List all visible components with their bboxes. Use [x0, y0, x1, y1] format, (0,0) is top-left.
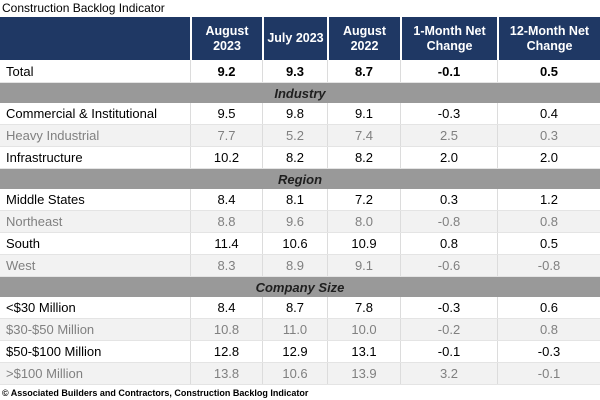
value-cell: 9.1	[327, 103, 400, 124]
value-cell: 2.0	[400, 147, 497, 168]
row-label: >$100 Million	[6, 366, 83, 381]
row-label: Commercial & Institutional	[6, 106, 157, 121]
value-cell: 7.2	[327, 189, 400, 210]
value-cell: 8.7	[262, 297, 327, 318]
value-cell: 8.4	[190, 297, 262, 318]
value-cell: 9.2	[190, 60, 262, 82]
value-cell: -0.6	[400, 255, 497, 276]
value-cell: 1.2	[497, 189, 600, 210]
value-cell: 8.8	[190, 211, 262, 232]
row-label: Infrastructure	[6, 150, 83, 165]
table-row-infrastructure: Infrastructure 10.2 8.2 8.2 2.0 2.0	[0, 147, 600, 169]
value-cell: 0.3	[400, 189, 497, 210]
value-cell: 7.4	[327, 125, 400, 146]
table-row-100-million: >$100 Million 13.8 10.6 13.9 3.2 -0.1	[0, 363, 600, 385]
table-row-30-million: <$30 Million 8.4 8.7 7.8 -0.3 0.6	[0, 297, 600, 319]
value-cell: 10.0	[327, 319, 400, 340]
value-cell: 8.2	[262, 147, 327, 168]
value-cell: 9.6	[262, 211, 327, 232]
value-cell: 3.2	[400, 363, 497, 384]
value-cell: 9.5	[190, 103, 262, 124]
row-label: $30-$50 Million	[6, 322, 95, 337]
value-cell: 13.9	[327, 363, 400, 384]
table-row-commercial-institutional: Commercial & Institutional 9.5 9.8 9.1 -0.3 0…	[0, 103, 600, 125]
header-cell-august-2022: August 2022	[327, 17, 400, 60]
value-cell: 0.5	[497, 233, 600, 254]
page-title: Construction Backlog Indicator	[2, 1, 165, 15]
table-header-row: August 2023 July 2023 August 2022 1-Month N…	[0, 17, 600, 60]
value-cell: 12.8	[190, 341, 262, 362]
value-cell: 8.7	[327, 60, 400, 82]
row-label: Northeast	[6, 214, 63, 229]
value-cell: 10.6	[262, 363, 327, 384]
table-row-west: West 8.3 8.9 9.1 -0.6 -0.8	[0, 255, 600, 277]
section-row-region: Region	[0, 169, 600, 189]
header-cell-empty	[0, 17, 190, 60]
copyright-note: © Associated Builders and Contractors, C…	[2, 388, 309, 398]
value-cell: 13.1	[327, 341, 400, 362]
table-row-total: Total 9.2 9.3 8.7 -0.1 0.5	[0, 60, 600, 83]
row-label: Heavy Industrial	[6, 128, 100, 143]
row-label: Total	[6, 63, 34, 79]
value-cell: 0.3	[497, 125, 600, 146]
value-cell: 10.6	[262, 233, 327, 254]
value-cell: 2.5	[400, 125, 497, 146]
value-cell: 8.2	[327, 147, 400, 168]
value-cell: -0.3	[400, 297, 497, 318]
value-cell: 5.2	[262, 125, 327, 146]
row-label: South	[6, 236, 40, 251]
value-cell: 8.0	[327, 211, 400, 232]
value-cell: -0.8	[497, 255, 600, 276]
header-cell-12-month-net-change: 12-Month Net Change	[497, 17, 600, 60]
header-cell-1-month-net-change: 1-Month Net Change	[400, 17, 497, 60]
table-row-heavy-industrial: Heavy Industrial 7.7 5.2 7.4 2.5 0.3	[0, 125, 600, 147]
value-cell: -0.3	[400, 103, 497, 124]
table-body: Total 9.2 9.3 8.7 -0.1 0.5 Industry Commercial …	[0, 60, 600, 385]
value-cell: 13.8	[190, 363, 262, 384]
value-cell: 9.1	[327, 255, 400, 276]
value-cell: 0.8	[400, 233, 497, 254]
value-cell: 0.6	[497, 297, 600, 318]
value-cell: 8.3	[190, 255, 262, 276]
value-cell: 9.3	[262, 60, 327, 82]
row-label: Middle States	[6, 192, 85, 207]
row-label: West	[6, 258, 36, 273]
value-cell: -0.2	[400, 319, 497, 340]
value-cell: -0.1	[497, 363, 600, 384]
value-cell: 11.0	[262, 319, 327, 340]
value-cell: -0.8	[400, 211, 497, 232]
value-cell: 12.9	[262, 341, 327, 362]
header-cell-august-2023: August 2023	[190, 17, 262, 60]
value-cell: 0.8	[497, 319, 600, 340]
value-cell: 2.0	[497, 147, 600, 168]
section-row-company-size: Company Size	[0, 277, 600, 297]
value-cell: 0.5	[497, 60, 600, 82]
row-label: $50-$100 Million	[6, 344, 102, 359]
table-row-50-100-million: $50-$100 Million 12.8 12.9 13.1 -0.1 -0.3	[0, 341, 600, 363]
value-cell: 10.8	[190, 319, 262, 340]
header-cell-july-2023: July 2023	[262, 17, 327, 60]
table-row-30-50-million: $30-$50 Million 10.8 11.0 10.0 -0.2 0.8	[0, 319, 600, 341]
row-label: <$30 Million	[6, 300, 76, 315]
table-row-northeast: Northeast 8.8 9.6 8.0 -0.8 0.8	[0, 211, 600, 233]
value-cell: 11.4	[190, 233, 262, 254]
section-row-industry: Industry	[0, 83, 600, 103]
table-row-south: South 11.4 10.6 10.9 0.8 0.5	[0, 233, 600, 255]
value-cell: 8.4	[190, 189, 262, 210]
value-cell: 0.8	[497, 211, 600, 232]
value-cell: 7.7	[190, 125, 262, 146]
value-cell: 10.2	[190, 147, 262, 168]
backlog-table: August 2023 July 2023 August 2022 1-Month N…	[0, 17, 600, 385]
table-row-middle-states: Middle States 8.4 8.1 7.2 0.3 1.2	[0, 189, 600, 211]
value-cell: -0.1	[400, 60, 497, 82]
value-cell: 9.8	[262, 103, 327, 124]
value-cell: -0.3	[497, 341, 600, 362]
value-cell: 10.9	[327, 233, 400, 254]
value-cell: 8.1	[262, 189, 327, 210]
value-cell: -0.1	[400, 341, 497, 362]
value-cell: 7.8	[327, 297, 400, 318]
value-cell: 0.4	[497, 103, 600, 124]
value-cell: 8.9	[262, 255, 327, 276]
